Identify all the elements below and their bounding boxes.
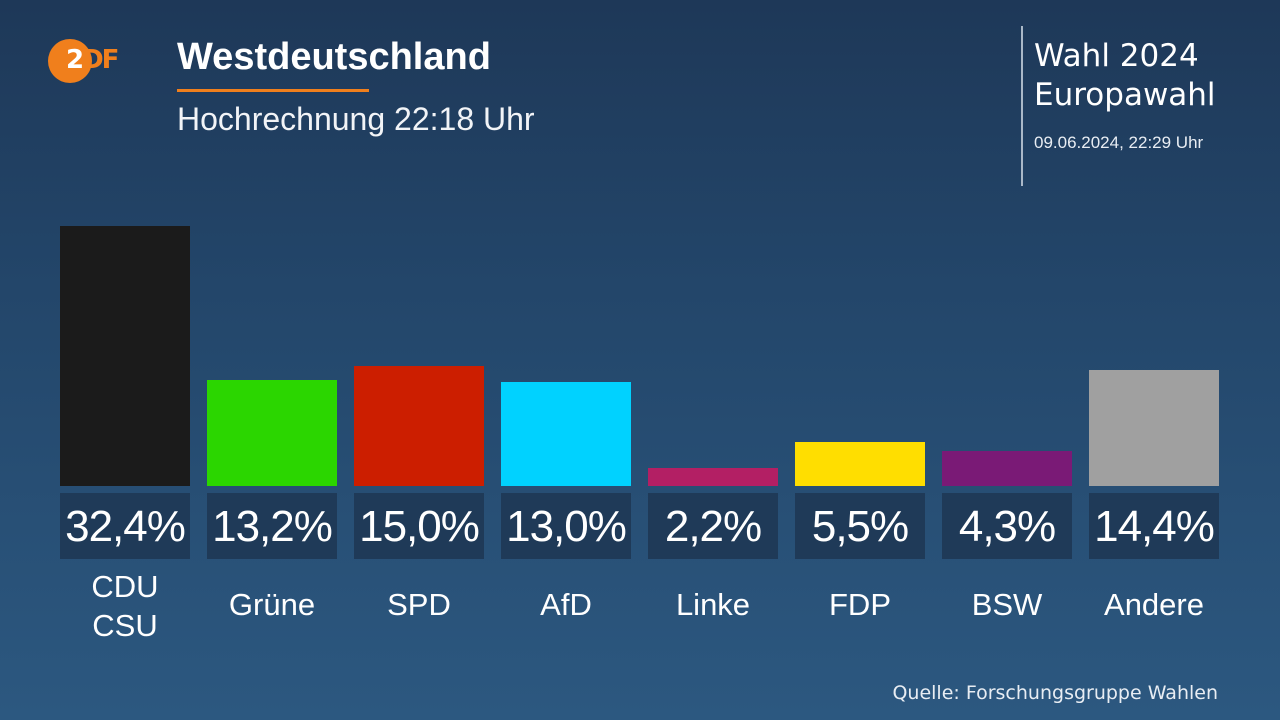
category-label-line: CSU xyxy=(92,608,158,643)
bar-2 xyxy=(354,366,484,486)
election-name: Europawahl xyxy=(1034,77,1216,113)
bar-0 xyxy=(60,226,190,486)
bar-1 xyxy=(207,380,337,486)
category-label-line: FDP xyxy=(829,587,891,622)
value-label-3: 13,0% xyxy=(501,493,631,559)
value-label-7: 14,4% xyxy=(1089,493,1219,559)
category-label-7: Andere xyxy=(1089,587,1219,623)
election-year: Wahl 2024 xyxy=(1034,38,1199,74)
category-label-line: SPD xyxy=(387,587,451,622)
bar-5 xyxy=(795,442,925,486)
info-divider xyxy=(1021,26,1023,186)
value-label-2: 15,0% xyxy=(354,493,484,559)
category-label-6: BSW xyxy=(942,587,1072,623)
bar-4 xyxy=(648,468,778,486)
source-note: Quelle: Forschungsgruppe Wahlen xyxy=(892,682,1218,704)
category-label-line: CDU xyxy=(91,569,159,604)
bar-6 xyxy=(942,451,1072,486)
logo-circle-icon xyxy=(48,39,92,83)
chart-subtitle: Hochrechnung 22:18 Uhr xyxy=(177,101,535,137)
timestamp: 09.06.2024, 22:29 Uhr xyxy=(1034,133,1204,152)
category-label-2: SPD xyxy=(354,587,484,623)
category-label-4: Linke xyxy=(648,587,778,623)
logo-text: 2DF xyxy=(66,45,119,75)
category-label-line: AfD xyxy=(540,587,592,622)
category-label-line: Grüne xyxy=(228,587,316,622)
value-label-0: 32,4% xyxy=(60,493,190,559)
category-label-line: BSW xyxy=(971,587,1043,622)
category-label-1: Grüne xyxy=(207,587,337,623)
bar-3 xyxy=(501,382,631,486)
category-label-3: AfD xyxy=(501,587,631,623)
category-label-0: CDU CSU xyxy=(60,567,190,645)
bar-7 xyxy=(1089,370,1219,486)
chart-title: Westdeutschland xyxy=(177,36,491,78)
value-label-4: 2,2% xyxy=(648,493,778,559)
value-label-6: 4,3% xyxy=(942,493,1072,559)
value-label-5: 5,5% xyxy=(795,493,925,559)
category-label-5: FDP xyxy=(795,587,925,623)
zdf-logo: 2DF xyxy=(48,37,138,85)
title-underline xyxy=(177,89,369,92)
value-label-1: 13,2% xyxy=(207,493,337,559)
category-label-line: Andere xyxy=(1104,587,1204,622)
category-label-line: Linke xyxy=(675,587,751,622)
